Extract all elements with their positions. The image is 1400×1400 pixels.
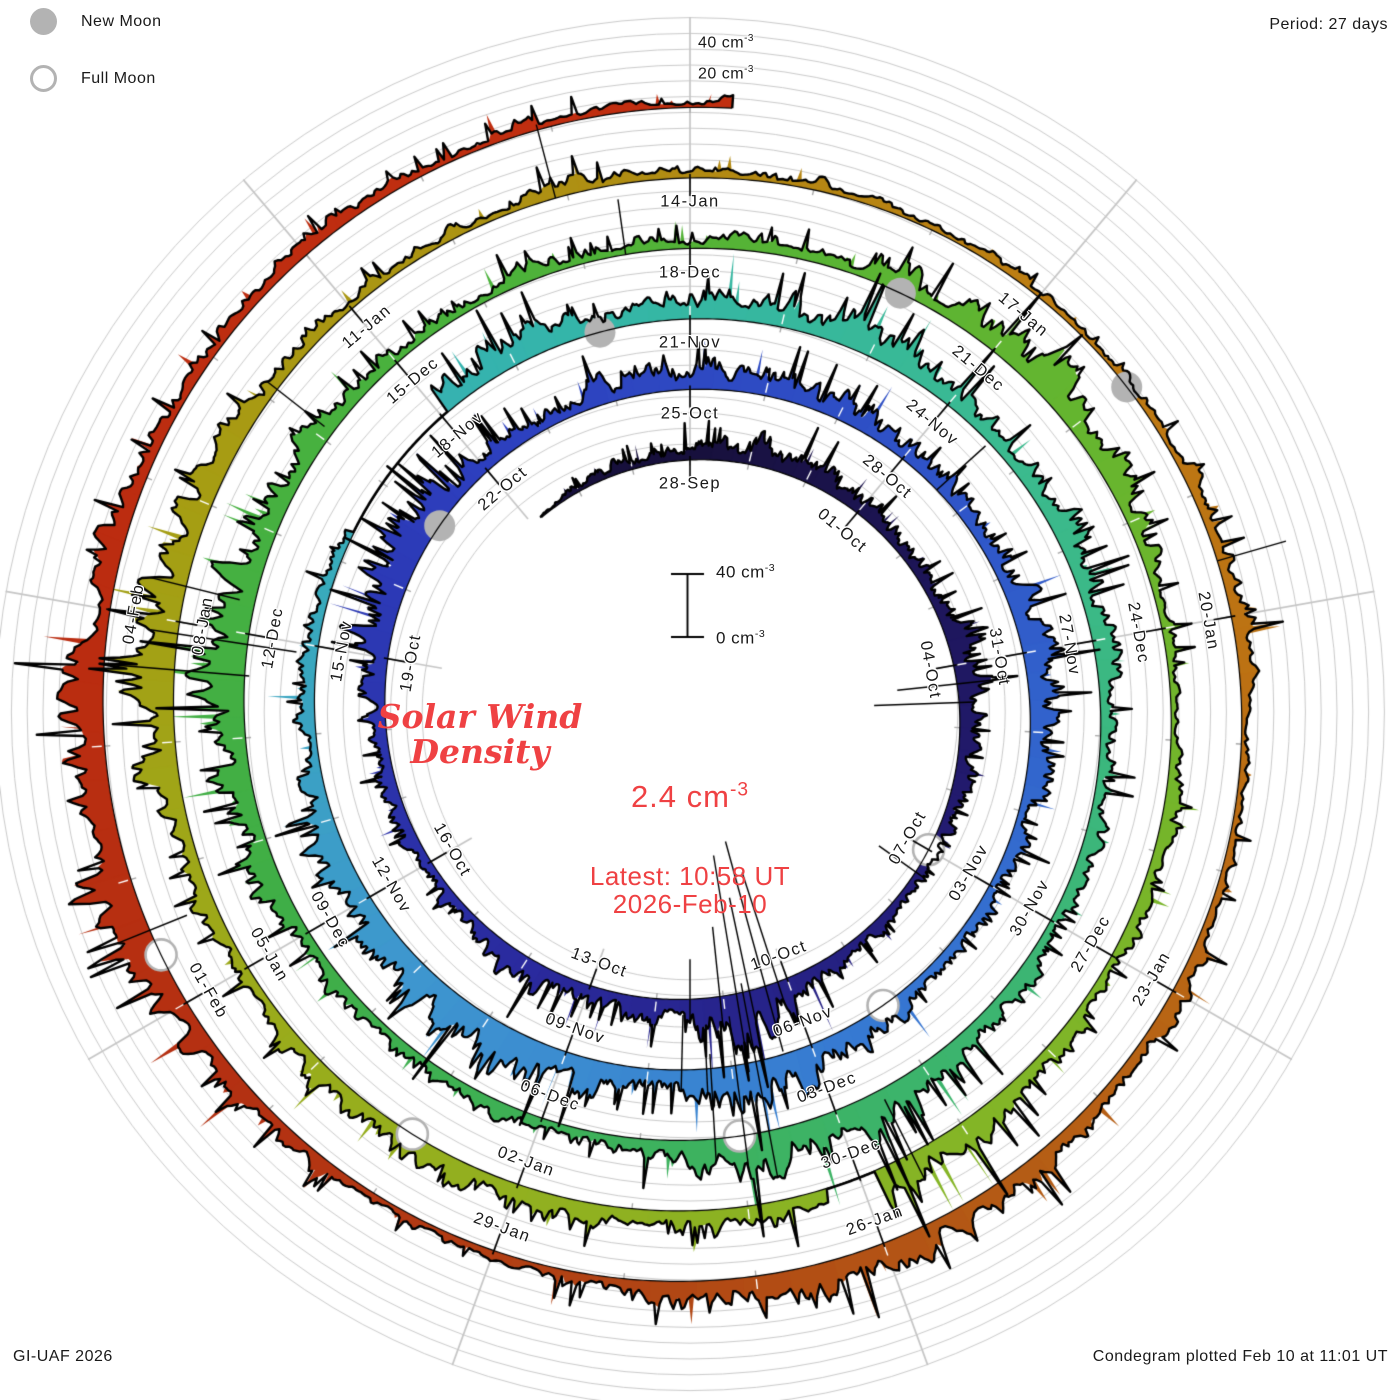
- legend-new-moon-label: New Moon: [81, 12, 162, 30]
- full-moon-icon: [30, 65, 57, 92]
- latest-timestamp: Latest: 10:58 UT 2026-Feb-10: [589, 861, 791, 920]
- new-moon-icon: [30, 8, 57, 35]
- period-label: Period: 27 days: [1269, 16, 1388, 33]
- spiral-date-label: 18-Dec: [658, 263, 722, 281]
- latest-density-value: 2.4 cm-3: [630, 779, 750, 814]
- plotted-timestamp-label: Condegram plotted Feb 10 at 11:01 UT: [1092, 1348, 1388, 1365]
- credit-label: GI-UAF 2026: [13, 1348, 113, 1365]
- spiral-date-label: 25-Oct: [660, 404, 720, 422]
- spiral-date-label: 21-Nov: [658, 333, 722, 352]
- scalebar-top-label: 40 cm-3: [716, 562, 776, 582]
- legend-full-moon: Full Moon: [30, 65, 156, 92]
- outer-axis-label-20: 20 cm-3: [698, 64, 754, 83]
- outer-axis-label-40: 40 cm-3: [698, 33, 754, 52]
- legend-new-moon: New Moon: [30, 8, 161, 35]
- chart-title: Solar Wind Density: [377, 697, 583, 771]
- scalebar-bottom-label: 0 cm-3: [716, 628, 766, 648]
- legend-full-moon-label: Full Moon: [81, 69, 156, 87]
- spiral-date-label: 14-Jan: [660, 192, 720, 211]
- spiral-date-label: 28-Sep: [658, 474, 722, 493]
